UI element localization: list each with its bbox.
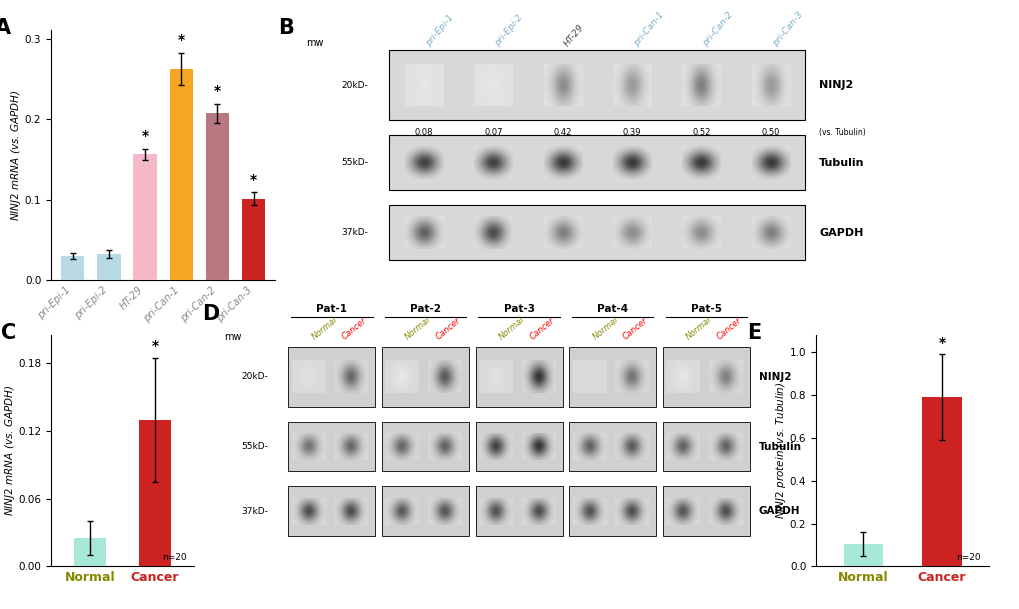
Bar — [139, 420, 171, 566]
Text: *: * — [214, 84, 221, 98]
Bar — [921, 397, 961, 566]
Text: 20kD-: 20kD- — [341, 81, 368, 90]
Bar — [169, 69, 193, 280]
Bar — [206, 113, 229, 280]
Text: *: * — [937, 336, 945, 350]
Y-axis label: $NINJ2$ $mRNA$ (vs. $GAPDH$): $NINJ2$ $mRNA$ (vs. $GAPDH$) — [3, 385, 16, 516]
Bar — [662, 347, 749, 407]
Text: 37kD-: 37kD- — [341, 228, 368, 237]
Bar — [475, 487, 562, 537]
Text: *: * — [151, 339, 158, 353]
Text: 0.50: 0.50 — [761, 128, 780, 137]
Bar — [73, 538, 106, 566]
Text: 55kD-: 55kD- — [242, 442, 268, 451]
Text: Pat-3: Pat-3 — [503, 304, 534, 314]
Text: n=20: n=20 — [162, 553, 186, 561]
Text: pri-Epi-2: pri-Epi-2 — [493, 13, 524, 48]
Text: NINJ2: NINJ2 — [758, 371, 791, 382]
Bar — [843, 544, 882, 566]
Text: Normal: Normal — [590, 315, 620, 342]
Text: E: E — [746, 323, 760, 343]
Text: Normal: Normal — [684, 315, 713, 342]
Text: Tubulin: Tubulin — [758, 442, 801, 451]
Bar — [475, 421, 562, 471]
Text: GAPDH: GAPDH — [758, 507, 799, 516]
Text: *: * — [250, 173, 257, 187]
Text: *: * — [142, 129, 149, 143]
Text: 0.39: 0.39 — [623, 128, 641, 137]
Y-axis label: $NINJ2$ $protein$ (vs. $Tubulin$): $NINJ2$ $protein$ (vs. $Tubulin$) — [773, 382, 788, 519]
Text: mw: mw — [306, 38, 323, 48]
Text: Normal: Normal — [404, 315, 432, 342]
Bar — [381, 487, 469, 537]
Bar — [475, 347, 562, 407]
Text: Pat-1: Pat-1 — [316, 304, 346, 314]
Bar — [569, 421, 655, 471]
Text: B: B — [278, 18, 293, 38]
Text: HT-29: HT-29 — [562, 23, 586, 48]
Text: 0.07: 0.07 — [484, 128, 502, 137]
Text: Pat-2: Pat-2 — [410, 304, 440, 314]
Bar — [569, 487, 655, 537]
Text: 55kD-: 55kD- — [341, 158, 368, 167]
Bar — [97, 253, 120, 280]
Bar — [389, 135, 805, 190]
Bar — [242, 199, 265, 280]
Bar — [288, 421, 375, 471]
Text: 0.08: 0.08 — [415, 128, 433, 137]
Bar — [288, 487, 375, 537]
Bar — [61, 256, 85, 280]
Text: Normal: Normal — [310, 315, 339, 342]
Text: 37kD-: 37kD- — [242, 507, 268, 516]
Bar — [288, 347, 375, 407]
Text: 0.52: 0.52 — [692, 128, 710, 137]
Bar — [381, 347, 469, 407]
Bar — [381, 421, 469, 471]
Bar — [569, 347, 655, 407]
Text: pri-Can-1: pri-Can-1 — [632, 10, 665, 48]
Text: Cancer: Cancer — [340, 316, 369, 342]
Text: Cancer: Cancer — [434, 316, 462, 342]
Text: pri-Can-3: pri-Can-3 — [770, 10, 804, 48]
Y-axis label: $NINJ2$ $mRNA$ (vs. $GAPDH$): $NINJ2$ $mRNA$ (vs. $GAPDH$) — [9, 90, 23, 221]
Text: pri-Can-2: pri-Can-2 — [701, 10, 735, 48]
Text: Cancer: Cancer — [527, 316, 555, 342]
Text: Cancer: Cancer — [621, 316, 649, 342]
Bar — [389, 51, 805, 121]
Text: 0.42: 0.42 — [553, 128, 572, 137]
Text: C: C — [1, 323, 16, 343]
Text: 20kD-: 20kD- — [242, 372, 268, 381]
Text: Normal: Normal — [497, 315, 526, 342]
Text: (vs. Tubulin): (vs. Tubulin) — [818, 128, 865, 137]
Text: A: A — [0, 18, 11, 38]
Text: n=20: n=20 — [955, 553, 980, 561]
Bar — [389, 205, 805, 260]
Text: Pat-4: Pat-4 — [596, 304, 628, 314]
Text: Cancer: Cancer — [714, 316, 743, 342]
Text: NINJ2: NINJ2 — [818, 80, 853, 90]
Text: Tubulin: Tubulin — [818, 158, 864, 168]
Bar — [662, 421, 749, 471]
Text: pri-Epi-1: pri-Epi-1 — [424, 13, 454, 48]
Text: Pat-5: Pat-5 — [690, 304, 721, 314]
Text: mw: mw — [224, 332, 242, 342]
Text: D: D — [202, 304, 219, 324]
Bar — [133, 155, 157, 280]
Bar — [662, 487, 749, 537]
Text: *: * — [177, 33, 184, 48]
Text: GAPDH: GAPDH — [818, 228, 863, 238]
